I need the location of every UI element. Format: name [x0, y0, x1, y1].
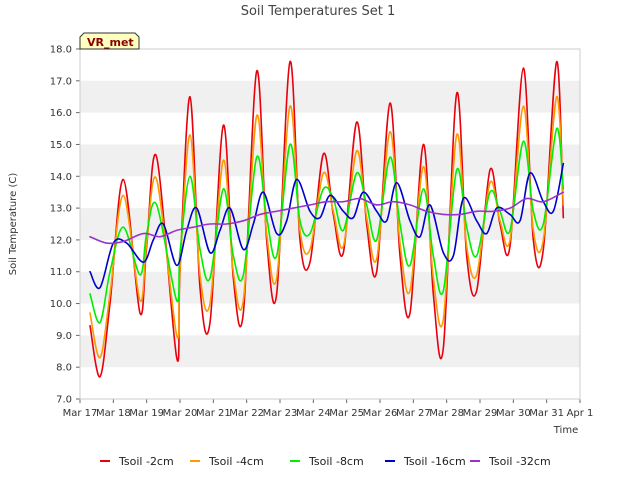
site-label-text: VR_met	[87, 36, 134, 49]
y-tick-label: 13.0	[50, 204, 72, 215]
y-axis-ticks: 7.0 8.0 9.0 10.0 11.0 12.0 13.0 14.0 15.0 16.0 17.…	[50, 45, 80, 406]
x-tick-label: Mar 21	[196, 408, 231, 419]
x-tick-label: Mar 25	[329, 408, 364, 419]
x-tick-label: Mar 20	[163, 408, 198, 419]
x-tick-label: Mar 24	[296, 408, 331, 419]
x-tick-label: Mar 27	[396, 408, 431, 419]
y-tick-label: 17.0	[50, 76, 72, 87]
y-tick-label: 12.0	[50, 235, 72, 246]
y-tick-label: 14.0	[50, 172, 72, 183]
x-tick-label: Mar 28	[429, 408, 464, 419]
x-axis-label: Time	[553, 425, 578, 436]
x-tick-label: Mar 23	[263, 408, 298, 419]
y-axis-label: Soil Temperature (C)	[8, 173, 19, 276]
legend-label: Tsoil -2cm	[118, 455, 174, 468]
x-tick-label: Mar 29	[463, 408, 498, 419]
series-line-4	[89, 191, 565, 245]
y-tick-label: 8.0	[56, 363, 72, 374]
grid-band	[80, 271, 580, 304]
y-tick-label: 18.0	[50, 45, 72, 56]
chart-title: Soil Temperatures Set 1	[241, 4, 396, 19]
site-label-badge: VR_met	[79, 32, 140, 50]
x-tick-label: Mar 19	[129, 408, 164, 419]
y-tick-label: 15.0	[50, 140, 72, 151]
y-tick-label: 9.0	[56, 331, 72, 342]
grid-band	[80, 144, 580, 177]
x-tick-label: Mar 17	[63, 408, 98, 419]
legend-label: Tsoil -4cm	[208, 455, 264, 468]
x-tick-label: Apr 1	[567, 408, 594, 419]
series-line-3	[89, 162, 565, 290]
series-lines	[89, 60, 565, 378]
x-tick-label: Mar 22	[229, 408, 264, 419]
y-tick-label: 10.0	[50, 299, 72, 310]
legend: Tsoil -2cm Tsoil -4cm Tsoil -8cm Tsoil -16c…	[100, 455, 551, 468]
series-line-1	[89, 95, 565, 359]
y-tick-label: 7.0	[56, 395, 72, 406]
series-line-2	[89, 127, 565, 324]
y-tick-label: 11.0	[50, 267, 72, 278]
x-tick-label: Mar 30	[496, 408, 531, 419]
legend-label: Tsoil -16cm	[403, 455, 466, 468]
grid-band	[80, 80, 580, 113]
plot-background-bands	[80, 49, 580, 399]
plot-frame	[79, 48, 581, 400]
x-tick-label: Mar 18	[96, 408, 131, 419]
y-tick-label: 16.0	[50, 108, 72, 119]
x-tick-label: Mar 31	[529, 408, 564, 419]
x-tick-label: Mar 26	[363, 408, 398, 419]
legend-label: Tsoil -32cm	[488, 455, 551, 468]
grid-band	[80, 335, 580, 368]
legend-label: Tsoil -8cm	[308, 455, 364, 468]
